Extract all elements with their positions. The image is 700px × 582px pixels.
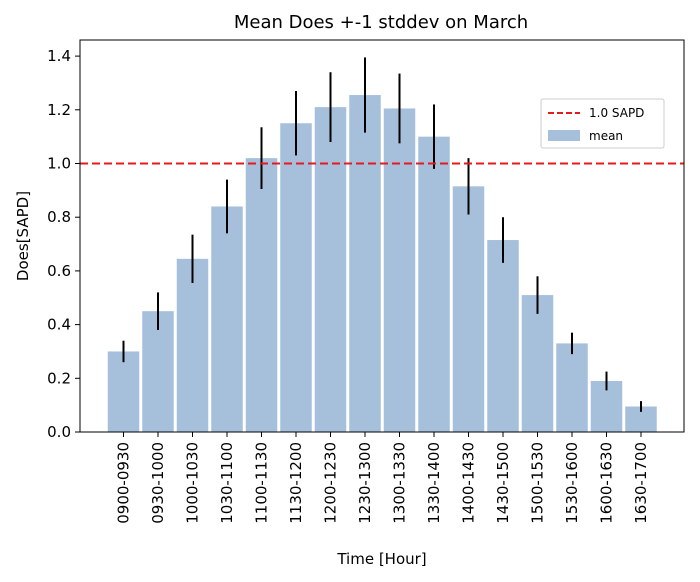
y-axis-label: Does[SAPD] — [14, 191, 32, 281]
x-tick-label: 1530-1600 — [563, 442, 581, 524]
x-tick-label: 0900-0930 — [115, 442, 133, 524]
plot-frame — [79, 39, 685, 433]
x-tick-label: 1000-1030 — [184, 442, 202, 524]
y-tick-label: 0.6 — [47, 262, 71, 280]
bar-1230-1300 — [349, 95, 381, 432]
y-tick-label: 1.2 — [47, 101, 71, 119]
x-axis-label: Time [Hour] — [336, 550, 426, 568]
y-tick-label: 1.0 — [47, 155, 71, 173]
y-tick-label: 1.4 — [47, 47, 71, 65]
bar-1000-1030 — [176, 258, 209, 432]
x-tick-label: 1500-1530 — [529, 442, 547, 524]
x-tick-label: 1230-1300 — [356, 442, 374, 524]
bar-0900-0930 — [107, 351, 140, 432]
legend-reference-label: 1.0 SAPD — [589, 106, 644, 120]
y-axis: 0.0 0.2 0.4 0.6 0.8 1.0 1.2 1.4 — [47, 47, 80, 441]
bar-1030-1100 — [211, 206, 243, 432]
x-tick-label: 1200-1230 — [322, 442, 340, 524]
y-tick-label: 0.2 — [47, 369, 71, 387]
error-bars-layer — [122, 57, 642, 412]
legend-mean-swatch — [548, 130, 580, 141]
bar-1500-1530 — [521, 295, 554, 432]
bar-1430-1500 — [487, 240, 519, 432]
bar-1130-1200 — [280, 123, 312, 432]
y-tick-label: 0.0 — [47, 423, 71, 441]
bar-1200-1230 — [314, 107, 347, 432]
x-tick-label: 1400-1430 — [460, 442, 478, 524]
bar-0930-1000 — [142, 311, 174, 432]
x-tick-label: 1030-1100 — [218, 442, 236, 524]
chart-title: Mean Does +-1 stddev on March — [234, 12, 528, 33]
x-tick-label: 1300-1330 — [391, 442, 409, 524]
bar-1100-1130 — [245, 158, 278, 432]
legend: 1.0 SAPD mean — [540, 98, 665, 149]
x-tick-label: 1100-1130 — [253, 442, 271, 524]
y-tick-label: 0.4 — [47, 316, 71, 334]
x-tick-label: 1630-1700 — [632, 442, 650, 524]
bar-1400-1430 — [452, 186, 485, 432]
x-tick-label: 1430-1500 — [494, 442, 512, 524]
y-tick-label: 0.8 — [47, 208, 71, 226]
x-tick-label: 1600-1630 — [598, 442, 616, 524]
x-axis: 0900-0930 0930-1000 1000-1030 1030-1100 1100… — [115, 432, 650, 524]
bar-1530-1600 — [556, 343, 588, 432]
x-tick-label: 0930-1000 — [149, 442, 167, 524]
bars-layer — [107, 95, 657, 432]
x-tick-label: 1330-1400 — [425, 442, 443, 524]
legend-mean-label: mean — [589, 129, 623, 143]
bar-1330-1400 — [418, 136, 450, 432]
bar-1300-1330 — [383, 108, 416, 432]
x-tick-label: 1130-1200 — [287, 442, 305, 524]
